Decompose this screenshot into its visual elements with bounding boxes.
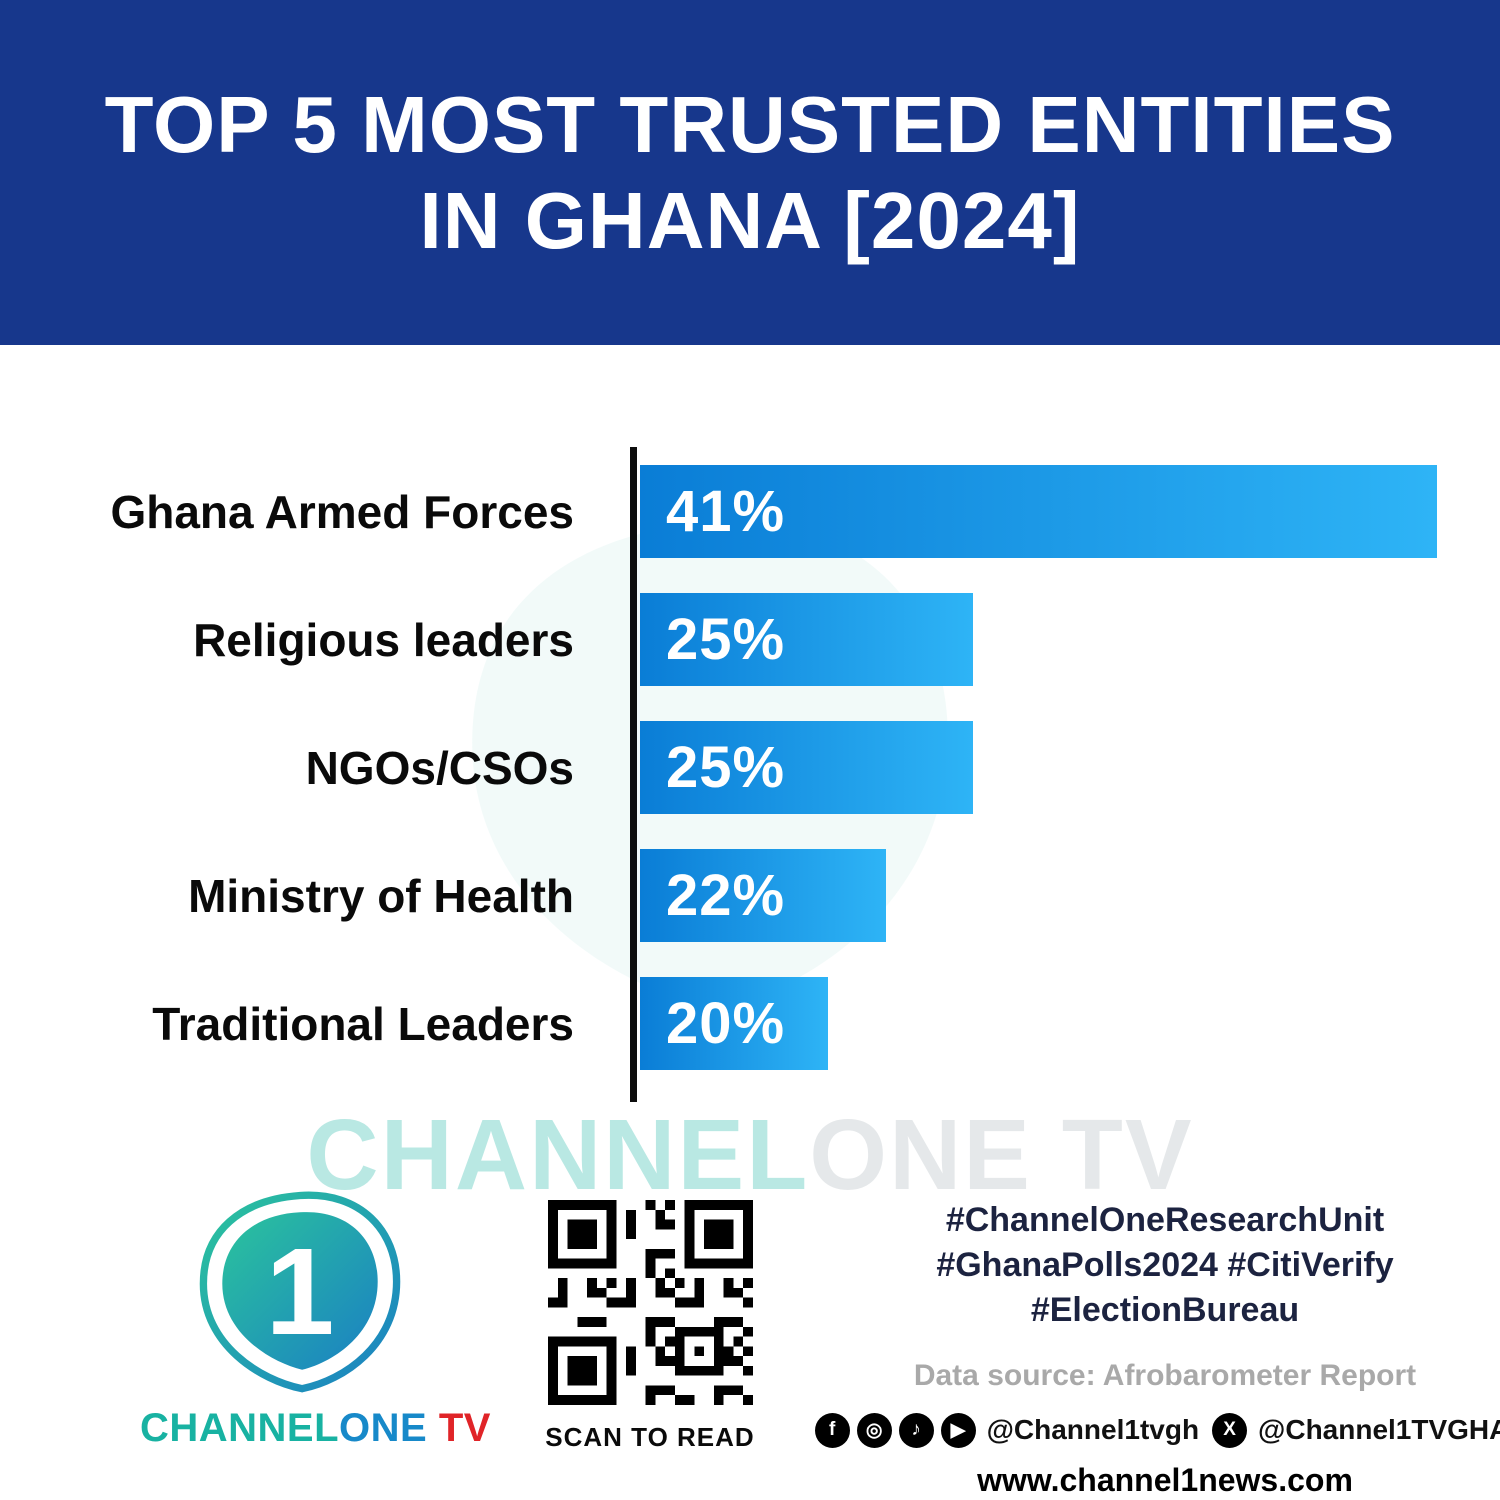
bar-track: 25% bbox=[640, 593, 1437, 686]
footer-info-block: #ChannelOneResearchUnit #GhanaPolls2024 … bbox=[814, 1198, 1500, 1499]
chart-axis-line bbox=[630, 447, 637, 1102]
bar: 25% bbox=[640, 721, 974, 814]
bar-value: 25% bbox=[666, 735, 786, 800]
facebook-icon: f bbox=[814, 1412, 850, 1448]
bar-rows: Ghana Armed Forces 41% Religious leaders 25… bbox=[0, 465, 1500, 1070]
brand-tv: TV bbox=[427, 1406, 491, 1450]
bar: 41% bbox=[640, 465, 1437, 558]
social-handle-main: @Channel1tvgh bbox=[986, 1414, 1200, 1446]
social-row: f ◎ ♪ ▶ @Channel1tvgh X @Channel1TVGHA bbox=[814, 1412, 1500, 1448]
instagram-icon: ◎ bbox=[856, 1412, 892, 1448]
bar-row: Traditional Leaders 20% bbox=[0, 977, 1500, 1070]
bar-label: NGOs/CSOs bbox=[305, 741, 574, 794]
hashtag-line-2: #GhanaPolls2024 #CitiVerify bbox=[936, 1245, 1394, 1284]
bar-value: 22% bbox=[666, 863, 786, 928]
bar-value: 20% bbox=[666, 991, 786, 1056]
bar-track: 20% bbox=[640, 977, 1437, 1070]
brand-channel: CHANNEL bbox=[140, 1406, 340, 1450]
social-handle-x: @Channel1TVGHA bbox=[1258, 1414, 1500, 1446]
watermark-tv: TV bbox=[1032, 1099, 1194, 1211]
bar-value: 41% bbox=[666, 479, 786, 544]
website-url: www.channel1news.com bbox=[977, 1461, 1353, 1498]
tiktok-icon: ♪ bbox=[898, 1412, 934, 1448]
brand-wordmark: CHANNELONE TV bbox=[140, 1406, 490, 1451]
logo-digit: 1 bbox=[266, 1223, 335, 1361]
hashtag-line-3: #ElectionBureau bbox=[1030, 1290, 1300, 1329]
header-banner: TOP 5 MOST TRUSTED ENTITIES IN GHANA [20… bbox=[0, 0, 1500, 345]
bar-track: 41% bbox=[640, 465, 1437, 558]
channel-one-logo: 1 bbox=[199, 1191, 401, 1393]
x-icon: X bbox=[1212, 1412, 1248, 1448]
qr-block: SCAN TO READ bbox=[540, 1200, 760, 1453]
page-title-line1: TOP 5 MOST TRUSTED ENTITIES bbox=[104, 79, 1396, 169]
bar-chart: Ghana Armed Forces 41% Religious leaders 25… bbox=[0, 447, 1500, 1102]
bar: 22% bbox=[640, 849, 887, 942]
youtube-icon: ▶ bbox=[940, 1412, 976, 1448]
bar-label: Ghana Armed Forces bbox=[110, 485, 574, 538]
data-source-text: Data source: Afrobarometer Report bbox=[913, 1358, 1417, 1392]
bar-row: NGOs/CSOs 25% bbox=[0, 721, 1500, 814]
qr-caption: SCAN TO READ bbox=[545, 1422, 755, 1452]
bar: 25% bbox=[640, 593, 974, 686]
bar-row: Ghana Armed Forces 41% bbox=[0, 465, 1500, 558]
bar-row: Religious leaders 25% bbox=[0, 593, 1500, 686]
bar-track: 25% bbox=[640, 721, 1437, 814]
bar-value: 25% bbox=[666, 607, 786, 672]
bar-track: 22% bbox=[640, 849, 1437, 942]
bar-row: Ministry of Health 22% bbox=[0, 849, 1500, 942]
page-title-line2: IN GHANA [2024] bbox=[419, 175, 1081, 265]
bar: 20% bbox=[640, 977, 829, 1070]
channel-one-logo-block: 1 CHANNELONE TV bbox=[140, 1185, 490, 1451]
bar-label: Traditional Leaders bbox=[152, 997, 574, 1050]
bar-label: Religious leaders bbox=[193, 613, 574, 666]
bar-label: Ministry of Health bbox=[188, 869, 574, 922]
watermark-one: ONE bbox=[809, 1099, 1032, 1211]
hashtag-line-1: #ChannelOneResearchUnit bbox=[945, 1201, 1385, 1239]
brand-one: ONE bbox=[339, 1406, 428, 1450]
qr-code bbox=[547, 1200, 753, 1405]
